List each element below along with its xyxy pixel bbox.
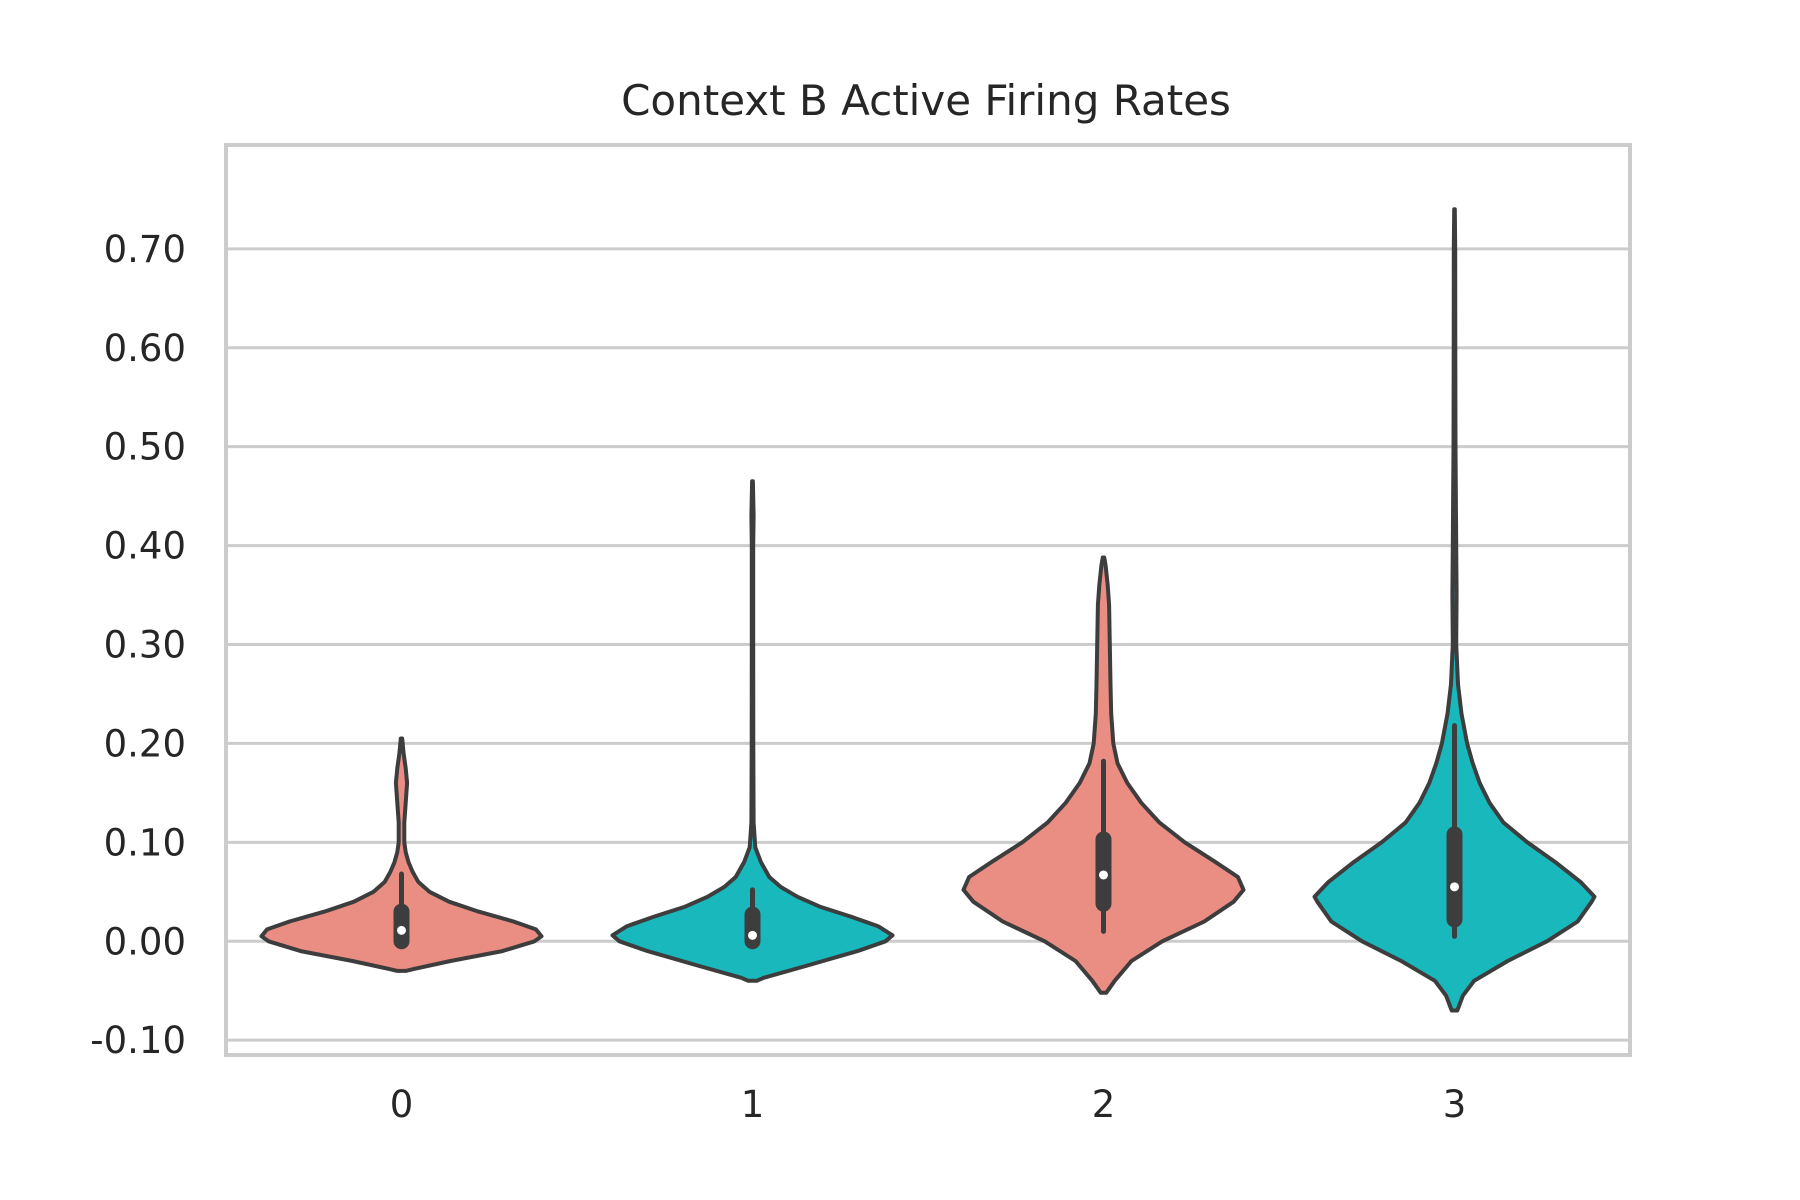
violin-median — [1099, 870, 1108, 880]
y-tick-label: 0.40 — [104, 525, 186, 568]
x-axis-tick-labels: 0 1 2 3 — [390, 1083, 1467, 1126]
y-tick-label: 0.50 — [104, 426, 186, 469]
chart-title: Context B Active Firing Rates — [621, 76, 1231, 125]
violin-body — [1312, 207, 1597, 1013]
violin-2 — [961, 555, 1246, 995]
violin-0 — [259, 736, 544, 973]
y-tick-label: 0.20 — [104, 722, 186, 765]
x-tick-label: 2 — [1092, 1083, 1116, 1126]
y-axis-tick-labels: -0.10 0.00 0.10 0.20 0.30 0.40 0.50 0.60 0.70 — [90, 228, 186, 1062]
y-tick-label: 0.00 — [104, 920, 186, 963]
violin-3 — [1312, 207, 1597, 1013]
y-tick-label: 0.60 — [104, 327, 186, 370]
y-tick-label: 0.10 — [104, 821, 186, 864]
x-tick-label: 1 — [741, 1083, 765, 1126]
violins — [259, 207, 1597, 1013]
violin-median — [397, 925, 406, 935]
violin-median — [1450, 882, 1459, 892]
y-tick-label: 0.70 — [104, 228, 186, 271]
violin-body — [610, 479, 895, 983]
violin-body — [259, 736, 544, 973]
violin-median — [748, 930, 757, 940]
x-tick-label: 0 — [390, 1083, 414, 1126]
y-tick-label: -0.10 — [90, 1019, 186, 1062]
violin-1 — [610, 479, 895, 983]
x-tick-label: 3 — [1443, 1083, 1467, 1126]
plot-frame — [224, 143, 1632, 1057]
y-tick-label: 0.30 — [104, 624, 186, 667]
